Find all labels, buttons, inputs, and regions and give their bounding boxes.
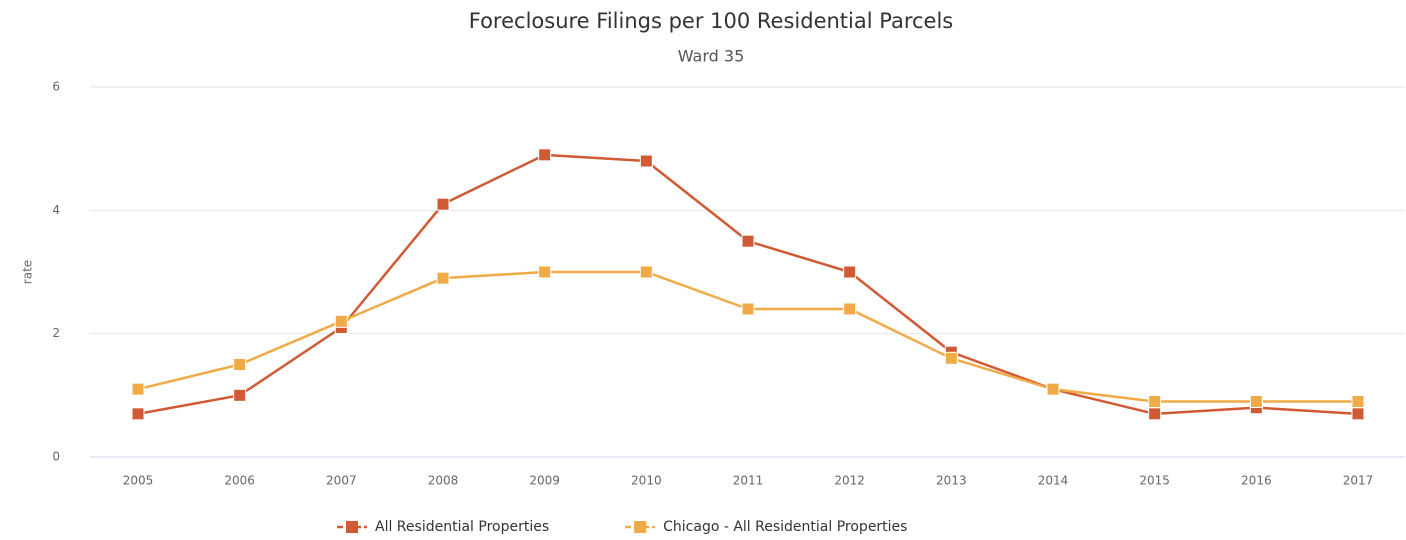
x-tick-label: 2009 xyxy=(529,474,560,488)
series-line xyxy=(137,270,1358,403)
x-tick-label: 2013 xyxy=(936,474,967,488)
data-point xyxy=(843,265,857,279)
x-tick-label: 2010 xyxy=(631,474,662,488)
data-point xyxy=(639,265,653,279)
x-tick-label: 2014 xyxy=(1038,474,1069,488)
x-tick-label: 2011 xyxy=(733,474,764,488)
legend-label: Chicago - All Residential Properties xyxy=(663,519,907,535)
x-tick-label: 2005 xyxy=(123,474,154,488)
chart-subtitle: Ward 35 xyxy=(678,47,745,66)
legend-marker xyxy=(634,521,647,533)
y-tick-label: 6 xyxy=(52,80,60,94)
data-point xyxy=(538,148,552,162)
data-point xyxy=(944,351,958,365)
data-point xyxy=(741,234,755,248)
x-tick-label: 2007 xyxy=(326,474,357,488)
data-point xyxy=(1148,395,1162,408)
data-point xyxy=(1148,407,1162,421)
x-tick-label: 2015 xyxy=(1139,474,1170,488)
data-point xyxy=(131,382,145,396)
series-line xyxy=(137,153,1359,416)
data-point xyxy=(436,197,450,211)
data-point xyxy=(843,302,857,316)
x-tick-label: 2008 xyxy=(428,474,459,488)
y-axis-label: rate xyxy=(21,260,35,284)
y-tick-label: 4 xyxy=(52,203,60,217)
data-point xyxy=(639,154,653,168)
data-point xyxy=(741,302,755,316)
data-point xyxy=(131,407,145,421)
x-tick-label: 2017 xyxy=(1343,474,1374,488)
x-tick-label: 2006 xyxy=(224,474,255,488)
x-tick-label: 2016 xyxy=(1241,474,1272,488)
y-tick-label: 0 xyxy=(52,450,60,464)
data-point xyxy=(1046,382,1060,396)
data-point xyxy=(1351,395,1365,408)
data-point xyxy=(233,388,247,402)
x-tick-label: 2012 xyxy=(834,474,865,488)
data-point xyxy=(538,265,552,279)
data-point xyxy=(436,271,450,285)
chart-title: Foreclosure Filings per 100 Residential … xyxy=(469,9,954,33)
legend-marker xyxy=(346,521,358,533)
y-tick-label: 2 xyxy=(52,326,60,340)
data-point xyxy=(1249,395,1263,408)
legend-label: All Residential Properties xyxy=(375,519,549,535)
data-point xyxy=(1351,407,1365,421)
data-point xyxy=(233,358,247,371)
data-point xyxy=(334,314,348,328)
